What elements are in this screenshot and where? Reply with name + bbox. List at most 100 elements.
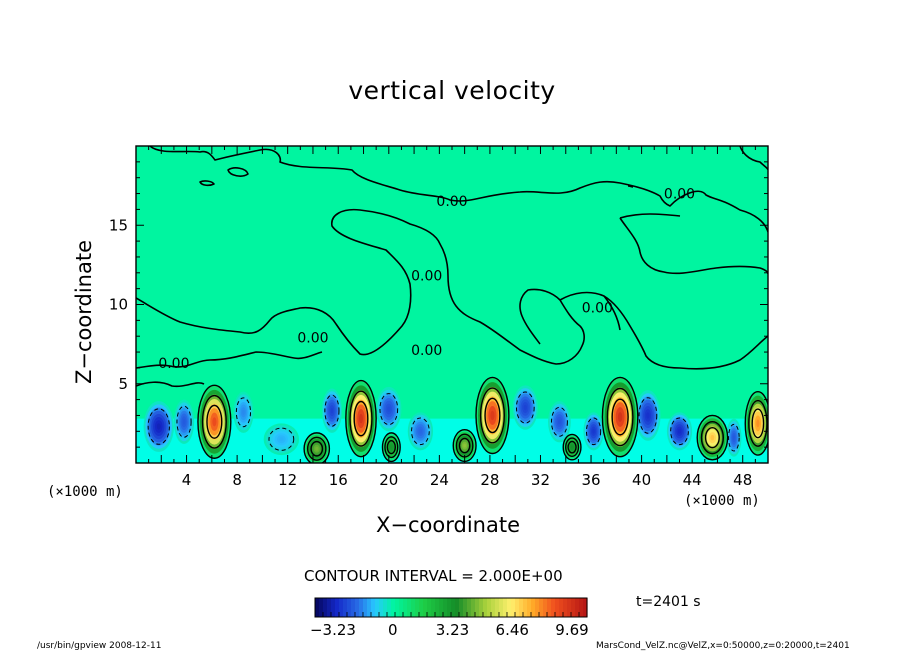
colorbar-segment [487,598,492,617]
colorbar-segment [359,598,364,617]
colorbar-segment [443,598,448,617]
colorbar-segment [483,598,488,617]
colorbar-segment [423,598,428,617]
colorbar-segment [347,598,352,617]
colorbar-segment [507,598,512,617]
colorbar-segment [571,598,576,617]
updraft-contour [601,376,639,458]
downdraft [143,401,174,452]
updraft-contour [381,432,401,463]
contour-labels: 0.00 0.00 0.00 0.00 0.00 0.00 0.00 [158,186,695,372]
zero-contour-line [227,167,249,177]
colorbar-segment [491,598,496,617]
x-tick-label: 12 [278,471,297,489]
downdraft-level [646,412,650,419]
colorbar-segment [315,598,320,617]
zero-contour-line [603,295,621,331]
updraft-contour [353,400,369,437]
footer-program: /usr/bin/gpview 2008-12-11 [37,641,162,651]
x-axis-label: X−coordinate [376,513,520,537]
colorbar-segment [415,598,420,617]
updraft-contour [565,437,580,457]
colorbar-segment [515,598,520,617]
colorbar-segment [399,598,404,617]
downdraft-level [330,407,334,414]
zero-contour-line [199,180,215,187]
colorbar-label: −3.23 [310,621,356,639]
colorbar-segment [499,598,504,617]
downdraft-contour [235,397,252,428]
downdraft-contour [638,397,658,434]
updraft-level [463,443,467,448]
x-tick-label: 28 [480,471,499,489]
downdraft-contour [550,406,568,437]
updraft-contour [206,404,223,439]
updraft-contour [562,433,582,461]
downdraft-contour [379,393,399,426]
colorbar-segment [419,598,424,617]
zero-contour-line [149,146,768,233]
contour-label: 0.00 [436,194,467,210]
colorbar-segment [511,598,516,617]
updraft-level [490,410,495,421]
colorbar-segment [339,598,344,617]
colorbar-segment [367,598,372,617]
y-axis-label: Z−coordinate [72,240,96,384]
downdraft [321,388,343,433]
downdraft-contour [728,423,740,452]
colorbar-segment [379,598,384,617]
colorbar-segment [471,598,476,617]
zero-contour-lines [136,146,768,388]
zero-contour-line [136,351,323,369]
downdraft-level [156,423,161,430]
downdraft-level [242,409,245,415]
colorbar-label: 0 [388,621,398,639]
updraft-contour [751,408,765,439]
downdraft-contour [585,417,602,446]
updraft-contour [748,399,768,447]
contour-label: 0.00 [582,300,613,316]
colorbar-segment [451,598,456,617]
updraft-level [617,412,623,422]
updraft-contour [458,437,471,454]
x-tick-label: 16 [329,471,348,489]
updraft-contour [303,432,331,463]
updraft-contour [744,390,768,456]
colorbar-segment [583,598,588,617]
updraft-contour [567,440,577,454]
chart-title: vertical velocity [348,76,556,105]
zero-contour-line [619,217,768,275]
x-tick-label: 32 [531,471,550,489]
updraft-level [570,445,574,449]
colorbar-segment [323,598,328,617]
colorbar-segment [527,598,532,617]
colorbar-segment [391,598,396,617]
downdraft [173,399,195,444]
colorbar-segment [371,598,376,617]
downdraft-contour [147,408,170,445]
zero-contour-line [627,185,634,188]
colorbar-segment [343,598,348,617]
downdraft-contour [411,417,430,446]
updraft-contour [475,376,510,455]
colorbar-segment [351,598,356,617]
updraft-level [212,417,217,427]
colorbar-segment [427,598,432,617]
colorbar-segment [543,598,548,617]
y-tick-label: 5 [118,375,128,393]
downdraft-level [387,406,391,412]
colorbar-segment [407,598,412,617]
colorbar-segment [447,598,452,617]
colorbar-segment [383,598,388,617]
colorbar-segment [519,598,524,617]
updraft-contour [349,390,373,447]
downdraft [548,401,571,443]
colorbar-segment [431,598,436,617]
downdraft-contour [176,405,192,438]
updraft-contour [696,414,729,461]
contour-label: 0.00 [411,343,442,359]
updraft-contour [479,387,505,444]
contour-interval-label: CONTOUR INTERVAL = 2.000E+00 [304,567,563,585]
zero-contour-line [136,381,205,388]
downdraft [726,418,742,457]
